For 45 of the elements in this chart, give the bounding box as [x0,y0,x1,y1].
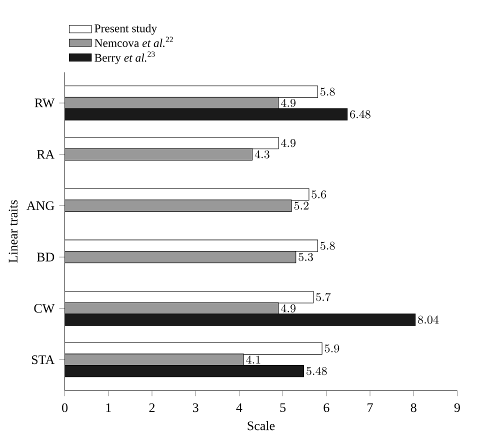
data-label: 4. 1 [246,356,260,364]
data-label: 6.48 [350,110,370,118]
legend-label: Berry et al.$^{23}$ [94,52,155,64]
data-label: 5.7 [316,293,331,302]
x-tick-label: 5 [280,403,286,412]
bar [64,302,279,315]
data-label: 5.3 [298,253,313,262]
data-label: 5.48 [306,366,327,376]
data-label: 5.6 [312,190,326,199]
y-tick-label: BD [36,252,54,262]
x-tick-label: 8 [410,403,416,412]
legend-label: Nemcova et al.$^{22}$ [94,36,173,48]
x-tick-label: 4 [236,403,242,412]
bar [64,365,304,378]
x-tick-label: 6 [324,403,330,412]
data-label: 4.3 [254,150,270,158]
x-tick-label: 3 [192,403,198,412]
data-label: 4.9 [281,98,296,108]
y-tick-label: STA [32,355,55,364]
y-tick-label: ANG [26,201,54,210]
x-tick-label: 0 [62,403,68,412]
x-tick-label: 7 [368,403,373,412]
x-tick-label: 9 [454,403,460,412]
y-tick-label: CW [34,304,55,313]
bar [64,148,253,161]
x-tick-label: 1 [106,403,111,412]
data-label: 8.04 [418,316,439,324]
y-tick-label: RW [34,98,55,108]
data-label: 4.9 [281,304,296,313]
data-label: 4.9 [281,138,296,148]
data-label: 5.8 [320,88,335,96]
data-label: 5.2 [294,202,309,210]
bar [64,354,244,366]
data-label: 5.9 [324,344,340,353]
y-axis-title: Linear traits [8,200,18,263]
bar [64,200,292,212]
bar [64,251,296,264]
x-axis-title: Scale [248,421,275,430]
x-tick-label: 2 [149,403,155,412]
bar [64,96,279,110]
data-label: 5.8 [320,242,335,250]
y-tick-label: RA [36,150,55,159]
bar [64,108,348,120]
bar [64,314,416,326]
legend-label: Present study [94,24,158,35]
